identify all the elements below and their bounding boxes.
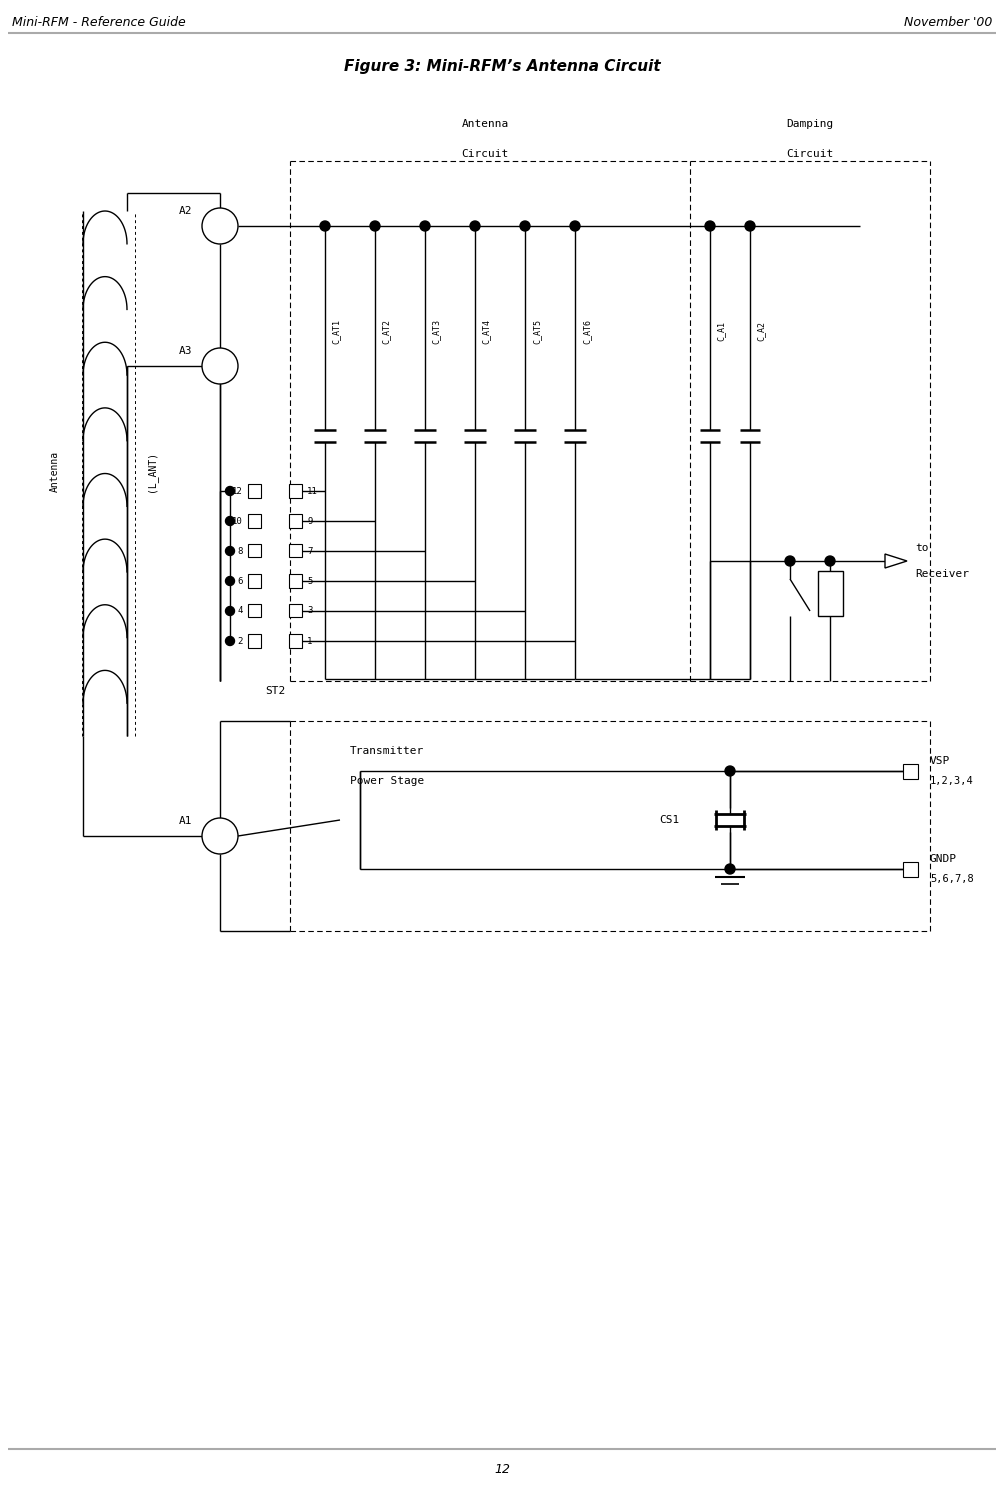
Text: Receiver: Receiver: [914, 570, 968, 579]
Circle shape: [226, 516, 235, 525]
Circle shape: [320, 221, 330, 231]
Text: 1: 1: [307, 637, 312, 646]
Bar: [249, 635, 261, 647]
Text: Circuit: Circuit: [785, 149, 832, 160]
Text: Transmitter: Transmitter: [350, 746, 424, 756]
Bar: [249, 485, 261, 498]
Text: 1,2,3,4: 1,2,3,4: [929, 775, 973, 786]
Circle shape: [469, 221, 479, 231]
Text: 9: 9: [307, 516, 312, 525]
Circle shape: [226, 577, 235, 586]
Bar: [902, 763, 917, 778]
Bar: [288, 574, 301, 587]
Text: CS1: CS1: [659, 816, 679, 825]
Bar: [288, 635, 301, 647]
Text: A2: A2: [179, 206, 192, 216]
Circle shape: [419, 221, 429, 231]
Text: 5: 5: [307, 577, 312, 586]
Circle shape: [520, 221, 530, 231]
Text: (L_ANT): (L_ANT): [146, 450, 157, 492]
Circle shape: [724, 863, 734, 874]
Text: 6: 6: [238, 577, 243, 586]
Bar: [288, 604, 301, 617]
Text: Mini-RFM - Reference Guide: Mini-RFM - Reference Guide: [12, 16, 186, 28]
Text: 11: 11: [307, 486, 317, 495]
Circle shape: [226, 607, 235, 616]
Text: GNDP: GNDP: [929, 854, 956, 863]
Circle shape: [744, 221, 754, 231]
Bar: [288, 514, 301, 528]
Text: 10: 10: [232, 516, 243, 525]
Bar: [249, 574, 261, 587]
Text: 12: 12: [493, 1463, 510, 1476]
Text: Figure 3: Mini-RFM’s Antenna Circuit: Figure 3: Mini-RFM’s Antenna Circuit: [343, 60, 660, 75]
Text: Damping: Damping: [785, 119, 832, 130]
Text: 8: 8: [238, 547, 243, 556]
Circle shape: [202, 347, 238, 385]
Text: Power Stage: Power Stage: [350, 775, 424, 786]
Circle shape: [226, 486, 235, 495]
Text: Circuit: Circuit: [461, 149, 509, 160]
Circle shape: [704, 221, 714, 231]
Text: C_A2: C_A2: [756, 321, 765, 341]
Text: 5,6,7,8: 5,6,7,8: [929, 874, 973, 884]
Text: C_AT4: C_AT4: [481, 319, 490, 343]
Text: Antenna: Antenna: [50, 450, 60, 492]
Circle shape: [370, 221, 379, 231]
Bar: [249, 604, 261, 617]
Bar: [249, 514, 261, 528]
Circle shape: [824, 556, 834, 567]
Text: C_AT1: C_AT1: [332, 319, 341, 343]
Bar: [288, 485, 301, 498]
Bar: [288, 544, 301, 558]
Text: C_A1: C_A1: [716, 321, 725, 341]
Text: November '00: November '00: [903, 16, 991, 28]
Text: 12: 12: [232, 486, 243, 495]
Circle shape: [226, 547, 235, 556]
Text: A1: A1: [179, 816, 192, 826]
Bar: [816, 571, 842, 616]
Text: Antenna: Antenna: [461, 119, 509, 130]
Circle shape: [202, 209, 238, 245]
Text: 7: 7: [307, 547, 312, 556]
Text: C_AT2: C_AT2: [381, 319, 390, 343]
Text: 2: 2: [238, 637, 243, 646]
Bar: [902, 862, 917, 877]
Text: 4: 4: [238, 607, 243, 616]
Text: C_AT5: C_AT5: [532, 319, 541, 343]
Circle shape: [570, 221, 580, 231]
Polygon shape: [884, 555, 906, 568]
Text: ST2: ST2: [265, 686, 285, 696]
Bar: [249, 544, 261, 558]
Text: A3: A3: [179, 346, 192, 356]
Circle shape: [724, 766, 734, 775]
Text: 3: 3: [307, 607, 312, 616]
Text: VSP: VSP: [929, 756, 949, 766]
Circle shape: [784, 556, 794, 567]
Text: C_AT6: C_AT6: [582, 319, 591, 343]
Text: C_AT3: C_AT3: [431, 319, 440, 343]
Circle shape: [202, 819, 238, 854]
Text: to: to: [914, 543, 928, 553]
Circle shape: [226, 637, 235, 646]
